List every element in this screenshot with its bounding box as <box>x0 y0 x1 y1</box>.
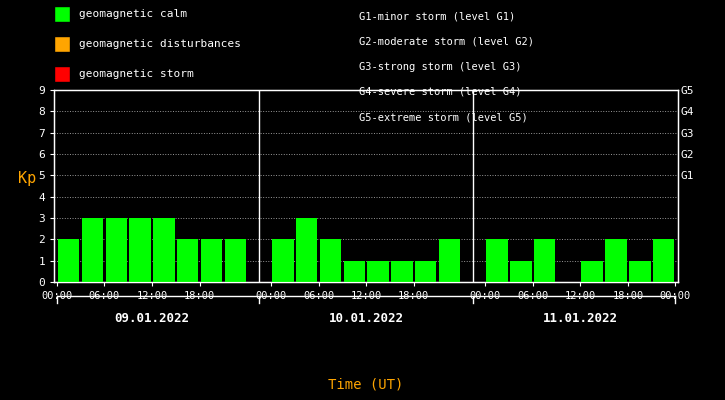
Text: G3-strong storm (level G3): G3-strong storm (level G3) <box>359 62 521 72</box>
Text: G4-severe storm (level G4): G4-severe storm (level G4) <box>359 87 521 97</box>
Bar <box>129 218 151 282</box>
Bar <box>296 218 318 282</box>
Text: geomagnetic storm: geomagnetic storm <box>79 69 194 79</box>
Bar <box>153 218 175 282</box>
Bar <box>653 239 674 282</box>
Text: 09.01.2022: 09.01.2022 <box>115 312 189 324</box>
Bar <box>415 261 436 282</box>
Bar <box>534 239 555 282</box>
Bar <box>368 261 389 282</box>
Bar <box>177 239 199 282</box>
Bar <box>344 261 365 282</box>
Bar <box>320 239 341 282</box>
Bar <box>82 218 103 282</box>
Bar <box>106 218 127 282</box>
Bar <box>201 239 222 282</box>
Bar <box>225 239 246 282</box>
Text: G1-minor storm (level G1): G1-minor storm (level G1) <box>359 11 515 21</box>
Bar <box>391 261 413 282</box>
Text: 11.01.2022: 11.01.2022 <box>543 312 618 324</box>
Bar <box>272 239 294 282</box>
Text: geomagnetic calm: geomagnetic calm <box>79 9 187 19</box>
Bar <box>581 261 603 282</box>
Bar <box>510 261 531 282</box>
Text: geomagnetic disturbances: geomagnetic disturbances <box>79 39 241 49</box>
Bar <box>629 261 650 282</box>
Bar <box>439 239 460 282</box>
Bar <box>605 239 626 282</box>
Bar <box>486 239 507 282</box>
Text: Time (UT): Time (UT) <box>328 378 404 392</box>
Y-axis label: Kp: Kp <box>18 171 36 186</box>
Text: G2-moderate storm (level G2): G2-moderate storm (level G2) <box>359 36 534 46</box>
Text: 10.01.2022: 10.01.2022 <box>328 312 404 324</box>
Text: G5-extreme storm (level G5): G5-extreme storm (level G5) <box>359 112 528 122</box>
Bar <box>58 239 79 282</box>
